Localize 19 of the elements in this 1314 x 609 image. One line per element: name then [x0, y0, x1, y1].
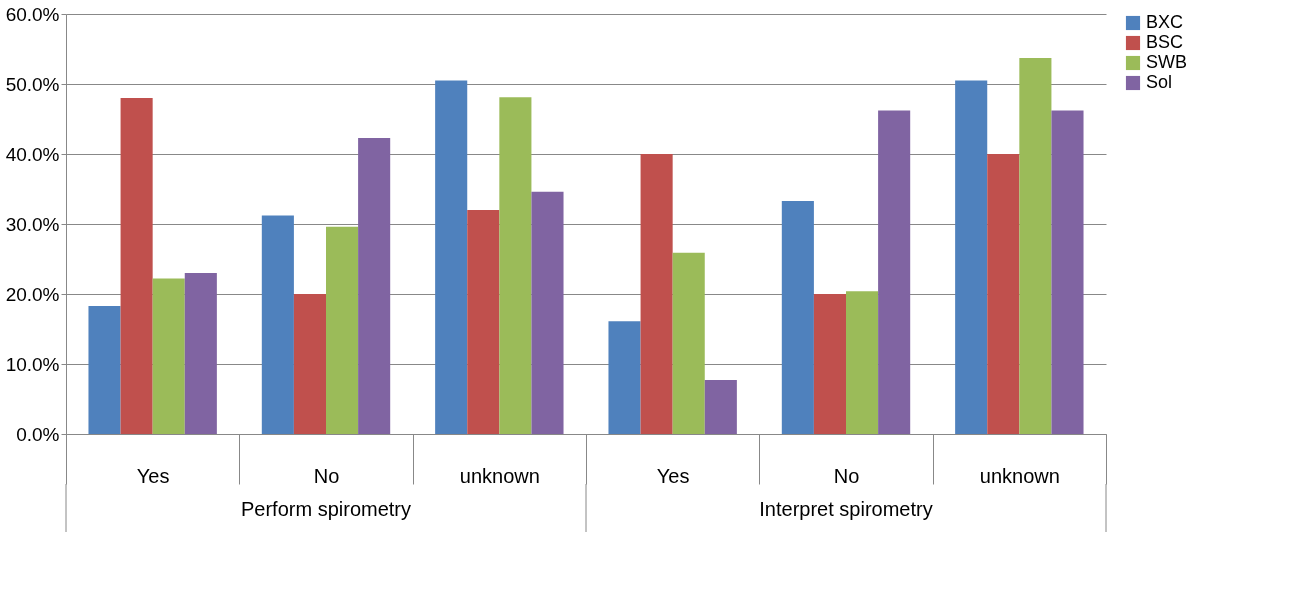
x-tick-label: Yes	[136, 464, 170, 487]
x-tick-label: unknown	[979, 464, 1060, 487]
text: Interpret spirometry	[759, 498, 933, 520]
legend-label: SWB	[1146, 52, 1188, 72]
y-tick-label: 20.0%	[5, 283, 60, 305]
y-tick-label: 60.0%	[5, 3, 60, 25]
y-tick-label: 40.0%	[5, 143, 60, 165]
legend-label: BXC	[1146, 12, 1184, 32]
legend-label: BSC	[1146, 32, 1184, 52]
y-tick-label: 10.0%	[5, 353, 60, 375]
x-tick-label: No	[313, 464, 340, 487]
y-tick-label: 50.0%	[5, 73, 60, 95]
x-tick-label: unknown	[459, 464, 540, 487]
x-tick-label: No	[833, 464, 860, 487]
y-tick-label: 30.0%	[5, 213, 60, 235]
text: Perform spirometry	[240, 498, 412, 520]
y-tick-label: 0.0%	[16, 423, 60, 445]
x-tick-label: Yes	[656, 464, 690, 487]
legend-label: Sol	[1146, 72, 1173, 92]
